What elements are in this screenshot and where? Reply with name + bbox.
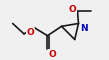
Text: O: O (27, 28, 34, 37)
Text: O: O (69, 5, 77, 14)
Text: N: N (80, 24, 88, 33)
Text: O: O (48, 50, 56, 59)
